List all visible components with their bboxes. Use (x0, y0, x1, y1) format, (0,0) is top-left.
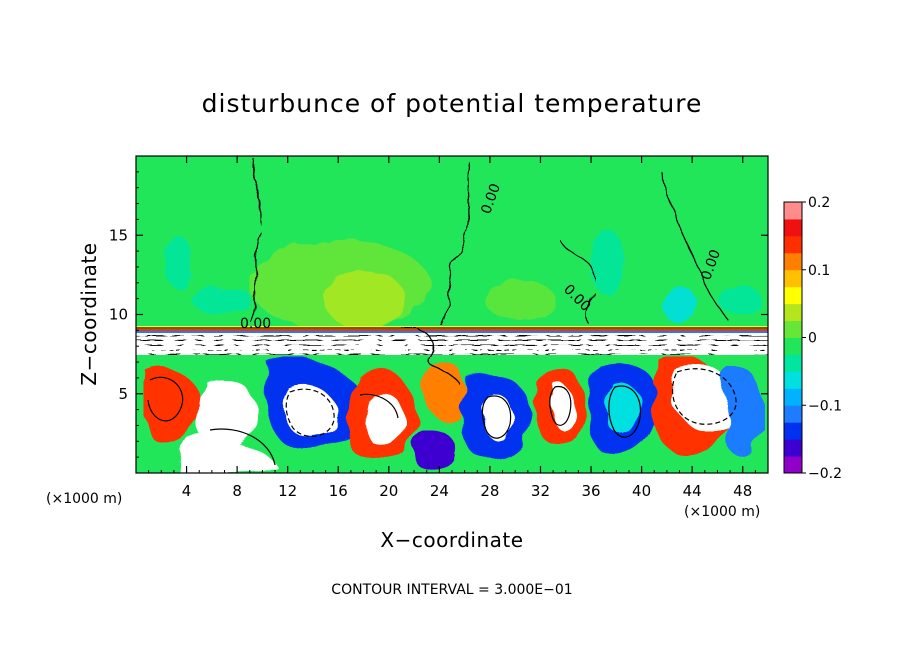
colorbar-swatch (784, 422, 802, 440)
x-tick-label: 24 (430, 482, 449, 500)
chart-title: disturbunce of potential temperature (202, 89, 703, 118)
x-tick-label: 4 (182, 482, 192, 500)
warm-core (548, 384, 573, 427)
warm-eddy (143, 366, 203, 446)
turbulent-contour (209, 428, 276, 466)
warm-eddy (178, 439, 280, 473)
x-unit-label: (×1000 m) (684, 504, 760, 520)
turbulent-contour (549, 385, 572, 426)
lower-field (136, 355, 768, 473)
warm-anomaly (485, 280, 555, 320)
turbulent-contour (608, 385, 642, 438)
colorbar-swatch (784, 252, 802, 271)
x-tick-label: 28 (480, 482, 499, 500)
colorbar: 0.2 0.1 0 −0.1 −0.2 (783, 195, 842, 482)
colorbar-swatch (784, 405, 802, 423)
colorbar-tick-label: 0 (808, 331, 817, 347)
x-tick-label: 48 (733, 482, 752, 500)
contour-lines (136, 157, 768, 466)
cool-anomaly (662, 287, 698, 323)
upper-anomalies (164, 230, 762, 330)
colorbar-swatch (784, 218, 802, 237)
colorbar-swatch (784, 320, 802, 338)
colorbar-swatch (784, 303, 802, 322)
warm-anomaly (325, 270, 405, 330)
colorbar-swatch (784, 388, 802, 406)
y-tick-label: 5 (118, 385, 128, 403)
cold-core (481, 394, 513, 440)
x-tick-label: 36 (581, 482, 600, 500)
colorbar-tick-label: 0.2 (808, 195, 830, 211)
contour-zero (249, 157, 262, 323)
contour-zero (659, 169, 731, 323)
colorbar-swatch (784, 456, 802, 474)
inversion-contour (136, 339, 768, 342)
colorbar-swatch (784, 354, 802, 372)
y-tick-label: 10 (109, 306, 128, 324)
inversion-contour (136, 349, 768, 352)
x-tick-label: 40 (632, 482, 651, 500)
cool-anomaly (589, 230, 625, 294)
colorbar-swatch (784, 286, 802, 305)
cool-anomaly (164, 236, 192, 288)
band (136, 331, 768, 333)
contour-zero (439, 157, 471, 326)
x-tick-label: 12 (278, 482, 297, 500)
inversion-contour (136, 344, 768, 347)
cold-eddy (412, 429, 456, 471)
turbulent-contour (671, 368, 737, 425)
contour-zero (559, 239, 597, 326)
x-axis-label: X−coordinate (380, 528, 523, 552)
colorbar-swatch (784, 371, 802, 389)
x-tick-label: 8 (232, 482, 242, 500)
colorbar-tick-label: −0.1 (808, 398, 842, 414)
x-axis: 4 8 12 16 20 24 28 32 36 40 44 48 (148, 156, 756, 500)
x-tick-label: 44 (683, 482, 702, 500)
cold-core (607, 384, 643, 439)
warm-core (670, 366, 739, 427)
cool-anomaly (192, 286, 252, 314)
band (136, 329, 768, 331)
colorbar-tick-label: −0.2 (808, 466, 842, 482)
colorbar-swatch (784, 202, 802, 220)
y-axis-label: Z−coordinate (77, 242, 101, 385)
plot-area (136, 156, 768, 473)
cold-core (284, 386, 339, 439)
cool-anomaly (718, 286, 762, 314)
y-unit-label: (×1000 m) (46, 491, 122, 507)
y-tick-label: 15 (109, 226, 128, 244)
y-axis: 5 10 15 (109, 171, 768, 458)
x-tick-label: 16 (329, 482, 348, 500)
colorbar-swatch (784, 337, 802, 355)
turbulent-contour (481, 395, 512, 439)
contour-interval-note: CONTOUR INTERVAL = 3.000E−01 (331, 582, 572, 598)
colorbar-tick-label: 0.1 (808, 263, 830, 279)
warm-eddy (422, 359, 466, 419)
colorbar-swatch (784, 439, 802, 457)
colorbar-swatch (784, 235, 802, 254)
x-tick-label: 32 (531, 482, 550, 500)
turbulent-contour (359, 393, 399, 419)
inversion-contour (136, 334, 768, 337)
turbulent-contour (399, 326, 461, 386)
turbulent-contour (147, 376, 184, 422)
inversion-contour (136, 353, 768, 356)
warm-core (362, 388, 400, 442)
contour-label: 0.00 (240, 316, 271, 332)
x-tick-label: 20 (379, 482, 398, 500)
colorbar-swatch (784, 269, 802, 288)
